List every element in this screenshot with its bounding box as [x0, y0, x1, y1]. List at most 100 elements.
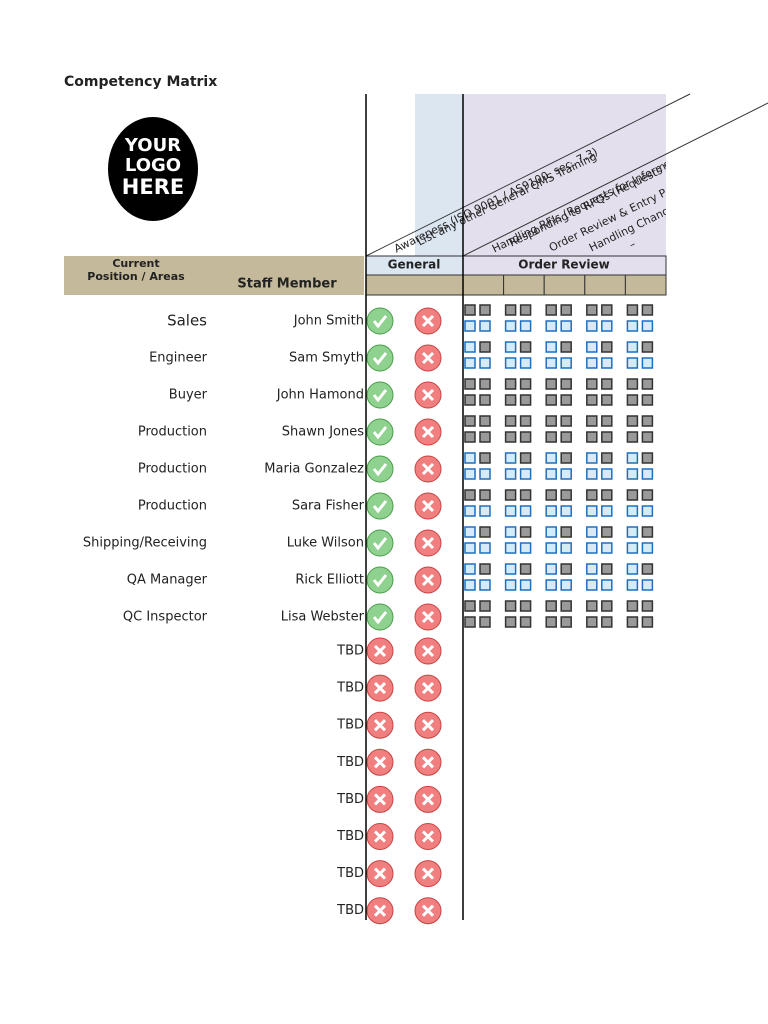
check-icon — [366, 529, 394, 557]
staff-name: Rick Elliott — [295, 573, 364, 588]
position: Production — [138, 425, 207, 440]
status-box — [519, 526, 532, 538]
icon-glyph — [373, 793, 387, 806]
status-box — [626, 378, 639, 390]
check-icon — [366, 566, 394, 594]
status-box — [641, 505, 654, 517]
status-box — [519, 431, 532, 443]
status-box — [586, 452, 598, 464]
status-box — [560, 341, 572, 353]
status-box — [545, 452, 557, 464]
position: Engineer — [149, 351, 208, 366]
column-header: Current — [112, 257, 159, 270]
icon-glyph — [421, 867, 435, 880]
status-box — [504, 431, 517, 443]
status-box — [641, 542, 654, 554]
status-box — [560, 579, 572, 591]
status-box — [626, 415, 639, 427]
status-box — [479, 320, 491, 332]
status-box — [519, 616, 532, 628]
status-box — [626, 304, 639, 316]
status-box — [641, 489, 654, 501]
status-box — [641, 431, 654, 443]
status-box — [479, 616, 491, 628]
status-box — [545, 542, 557, 554]
status-box — [519, 579, 532, 591]
status-box — [560, 304, 572, 316]
icon-glyph — [373, 644, 387, 658]
icon-glyph — [373, 867, 387, 880]
status-box — [545, 563, 557, 575]
status-box — [626, 600, 639, 612]
status-box — [560, 320, 572, 332]
status-box — [545, 505, 557, 517]
icon-glyph — [421, 644, 435, 658]
status-box — [504, 489, 517, 501]
status-box — [601, 468, 613, 480]
icon-glyph — [421, 830, 435, 843]
sub-cell — [503, 274, 545, 296]
icon-glyph — [421, 573, 435, 587]
status-box — [626, 542, 639, 554]
status-box — [626, 394, 639, 406]
status-box — [545, 304, 557, 316]
icon-glyph — [372, 352, 388, 366]
status-box — [626, 505, 639, 517]
status-box — [586, 489, 598, 501]
status-box — [586, 394, 598, 406]
status-box — [586, 579, 598, 591]
staff-name: TBD — [336, 681, 364, 696]
status-box — [519, 378, 532, 390]
staff-name: TBD — [336, 866, 364, 881]
position: Production — [138, 499, 207, 514]
icon-glyph — [421, 756, 435, 769]
status-box — [601, 579, 613, 591]
status-box — [586, 526, 598, 538]
staff-name: TBD — [336, 903, 364, 918]
status-box — [479, 431, 491, 443]
icon-glyph — [421, 462, 435, 476]
icon-glyph — [421, 499, 435, 513]
status-box — [479, 357, 491, 369]
group-name: General — [388, 258, 441, 272]
status-box — [601, 378, 613, 390]
status-box — [464, 468, 476, 480]
status-box — [464, 357, 476, 369]
status-box — [504, 357, 517, 369]
diagonal — [462, 102, 768, 257]
check-icon — [366, 603, 394, 631]
status-box — [545, 616, 557, 628]
status-box — [601, 341, 613, 353]
sub-cell — [462, 274, 505, 296]
staff-name: TBD — [336, 718, 364, 733]
status-box — [641, 357, 654, 369]
status-box — [560, 468, 572, 480]
column-header: Staff Member — [237, 277, 337, 292]
status-box — [601, 431, 613, 443]
status-box — [519, 468, 532, 480]
position: Sales — [167, 312, 207, 330]
status-box — [504, 579, 517, 591]
status-box — [641, 378, 654, 390]
icon-glyph — [372, 500, 388, 514]
header-bg — [415, 94, 463, 256]
status-box — [464, 563, 476, 575]
icon-glyph — [373, 904, 387, 917]
staff-name: TBD — [336, 755, 364, 770]
icon-glyph — [372, 463, 388, 477]
status-box — [641, 526, 654, 538]
icon-glyph — [372, 611, 388, 625]
status-box — [479, 600, 491, 612]
status-box — [504, 341, 517, 353]
staff-name: Maria Gonzalez — [264, 462, 364, 477]
status-box — [545, 579, 557, 591]
status-box — [586, 431, 598, 443]
status-box — [560, 600, 572, 612]
status-box — [601, 489, 613, 501]
status-box — [519, 542, 532, 554]
icon-glyph — [421, 388, 435, 402]
status-box — [519, 394, 532, 406]
staff-name: John Smith — [293, 314, 364, 329]
status-box — [641, 415, 654, 427]
